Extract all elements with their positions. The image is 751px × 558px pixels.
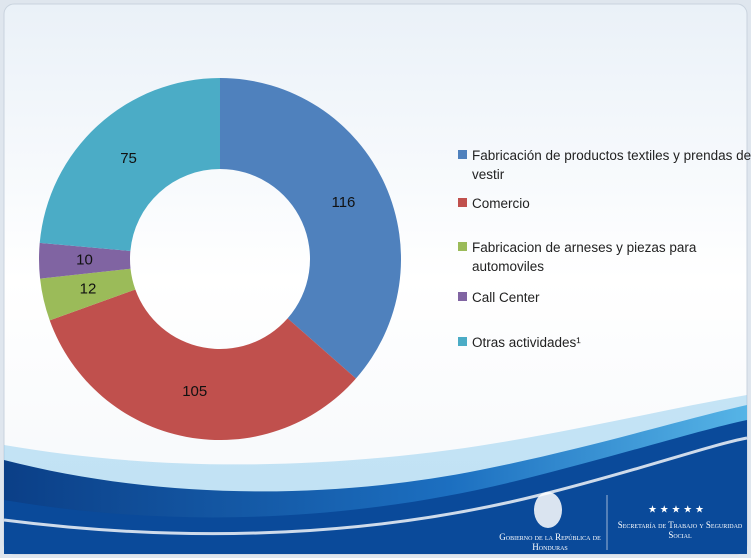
chart: ★ ★ ★ ★ ★ 116 105 12 10 75 — [0, 0, 751, 558]
legend-entry: Comercio — [458, 194, 751, 213]
footer-right: Secretaría de Trabajo y Seguridad Social — [615, 520, 745, 540]
slide: ★ ★ ★ ★ ★ 116 105 12 10 75 Gobierno de la Re… — [0, 0, 751, 558]
legend-swatch — [458, 337, 467, 346]
data-label: 12 — [80, 280, 97, 297]
legend-entry: Fabricación de productos textiles y pren… — [458, 146, 751, 184]
legend-label: Fabricacion de arneses y piezas para aut… — [472, 240, 696, 274]
legend-swatch — [458, 242, 467, 251]
data-label: 105 — [182, 383, 207, 400]
legend-label: Comercio — [472, 196, 530, 211]
data-label: 10 — [76, 251, 93, 268]
legend-label: Call Center — [472, 290, 540, 305]
data-label: 75 — [120, 150, 137, 167]
legend-swatch — [458, 150, 467, 159]
footer-left: Gobierno de la República de Honduras — [495, 532, 605, 552]
legend-label: Otras actividades¹ — [472, 335, 581, 350]
legend-swatch — [458, 198, 467, 207]
data-label: 116 — [331, 194, 355, 211]
legend-entry: Call Center — [458, 288, 751, 307]
emblem — [534, 492, 562, 528]
legend-label: Fabricación de productos textiles y pren… — [472, 148, 751, 182]
legend-entry: Fabricacion de arneses y piezas para aut… — [458, 238, 751, 276]
legend-swatch — [458, 292, 467, 301]
legend-entry: Otras actividades¹ — [458, 333, 751, 352]
stars: ★ ★ ★ ★ ★ — [648, 505, 704, 516]
